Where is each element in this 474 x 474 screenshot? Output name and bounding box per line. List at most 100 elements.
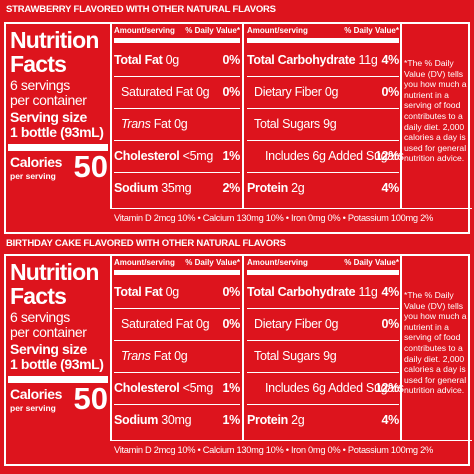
nutrient-amount: 2g bbox=[291, 181, 305, 195]
nutrient-label: Includes 6g Added Sugars bbox=[265, 381, 404, 395]
vitamins: Vitamin D 2mcg 10% • Calcium 130mg 10% •… bbox=[114, 213, 433, 223]
nutrient-italic: Trans bbox=[121, 117, 151, 131]
nutrient-row: Total Carbohydrate 11g bbox=[247, 280, 378, 305]
nutrient-label: Fat bbox=[153, 349, 171, 363]
facts-title: Facts bbox=[10, 51, 67, 77]
vitamins: Vitamin D 2mcg 10% • Calcium 130mg 10% •… bbox=[114, 445, 433, 455]
nutrient-row: Total Carbohydrate 11g bbox=[247, 48, 378, 73]
row-rule bbox=[247, 340, 399, 341]
nutrient-amount: 0g bbox=[324, 85, 339, 99]
footnote: *The % Daily Value (DV) tells you how mu… bbox=[404, 290, 467, 396]
row-rule bbox=[114, 404, 240, 405]
servings: per container bbox=[10, 324, 87, 340]
nutrient-amount: 0g bbox=[165, 53, 180, 67]
nutrient-amount: 0g bbox=[196, 317, 210, 331]
nutrient-label: Cholesterol bbox=[114, 149, 180, 163]
nutrient-label: Total Sugars bbox=[254, 117, 320, 131]
nutrient-amount: <5mg bbox=[182, 381, 214, 395]
facts-title: Facts bbox=[10, 283, 67, 309]
daily-value: 0% bbox=[222, 317, 241, 331]
header-amount: Amount/serving bbox=[114, 26, 175, 35]
nutrient-label: Saturated Fat bbox=[121, 85, 193, 99]
header-dv: % Daily Value* bbox=[185, 258, 240, 267]
daily-value: 1% bbox=[222, 381, 241, 395]
row-rule bbox=[247, 308, 399, 309]
divider bbox=[110, 440, 472, 441]
header-amount: Amount/serving bbox=[114, 258, 175, 267]
calories-sub: per serving bbox=[10, 403, 56, 413]
nutrient-row: Sodium 30mg bbox=[114, 408, 192, 433]
nutrition-box: Nutrition Facts 6 servings per container Ser… bbox=[4, 254, 472, 466]
daily-value: 1% bbox=[222, 413, 241, 427]
serving-size-label: Serving size bbox=[10, 341, 87, 357]
header-dv: % Daily Value* bbox=[344, 258, 399, 267]
calories-sub: per serving bbox=[10, 171, 56, 181]
daily-value: 4% bbox=[381, 285, 400, 299]
nutrient-amount: 35mg bbox=[161, 181, 192, 195]
calories-label: Calories bbox=[10, 386, 63, 402]
nutrient-row: Saturated Fat 0g bbox=[121, 312, 210, 337]
nutrient-amount: 2g bbox=[291, 413, 305, 427]
nutrient-label: Protein bbox=[247, 181, 288, 195]
nutrient-amount: 0g bbox=[174, 117, 188, 131]
nutrient-amount: 0g bbox=[196, 85, 210, 99]
row-rule bbox=[114, 76, 240, 77]
row-rule bbox=[247, 172, 399, 173]
nutrient-row: Total Sugars 9g bbox=[254, 112, 337, 137]
daily-value: 0% bbox=[222, 85, 241, 99]
nutrient-row: Total Fat 0g bbox=[114, 48, 179, 73]
daily-value: 4% bbox=[381, 181, 400, 195]
nutrient-label: Fat bbox=[153, 117, 171, 131]
nutrient-row: Cholesterol <5mg bbox=[114, 376, 213, 401]
nutrient-label: Dietary Fiber bbox=[254, 85, 322, 99]
nutrient-row: Cholesterol <5mg bbox=[114, 144, 213, 169]
nutrient-row: Dietary Fiber 0g bbox=[254, 80, 338, 105]
nutrient-row: Trans Fat 0g bbox=[121, 344, 188, 369]
nutrient-amount: 11g bbox=[358, 53, 378, 67]
nutrient-row: Includes 6g Added Sugars bbox=[265, 376, 404, 401]
nutrient-label: Saturated Fat bbox=[121, 317, 193, 331]
nutrient-label: Cholesterol bbox=[114, 381, 180, 395]
nutrient-label: Total Sugars bbox=[254, 349, 320, 363]
nutrient-row: Protein 2g bbox=[247, 408, 305, 433]
divider bbox=[242, 24, 244, 208]
nutrient-amount: 11g bbox=[358, 285, 378, 299]
thick-rule bbox=[247, 38, 399, 43]
row-rule bbox=[247, 140, 399, 141]
nutrient-amount: 0g bbox=[165, 285, 180, 299]
calories-label: Calories bbox=[10, 154, 63, 170]
header-dv: % Daily Value* bbox=[185, 26, 240, 35]
header-amount: Amount/serving bbox=[247, 26, 308, 35]
row-rule bbox=[247, 404, 399, 405]
serving-size: 1 bottle (93mL) bbox=[10, 356, 104, 372]
daily-value: 4% bbox=[381, 413, 400, 427]
serving-size: 1 bottle (93mL) bbox=[10, 124, 104, 140]
nutrient-label: Total Carbohydrate bbox=[247, 53, 356, 67]
nutrient-amount: 9g bbox=[323, 349, 337, 363]
daily-value: 0% bbox=[222, 285, 241, 299]
nutrient-amount: 30mg bbox=[161, 413, 192, 427]
nutrient-row: Protein 2g bbox=[247, 176, 305, 201]
serving-size-label: Serving size bbox=[10, 109, 87, 125]
thick-rule bbox=[8, 376, 108, 383]
nutrition-box: Nutrition Facts 6 servings per container Ser… bbox=[4, 22, 472, 234]
header-dv: % Daily Value* bbox=[344, 26, 399, 35]
daily-value: 1% bbox=[222, 149, 241, 163]
row-rule bbox=[247, 108, 399, 109]
nutrient-label: Total Carbohydrate bbox=[247, 285, 356, 299]
row-rule bbox=[114, 140, 240, 141]
nutrient-amount: 9g bbox=[323, 117, 337, 131]
row-rule bbox=[114, 340, 240, 341]
daily-value: 2% bbox=[222, 181, 241, 195]
divider bbox=[110, 208, 472, 209]
nutrient-row: Saturated Fat 0g bbox=[121, 80, 210, 105]
divider bbox=[110, 24, 112, 208]
flavor-heading: STRAWBERRY FLAVORED WITH OTHER NATURAL F… bbox=[6, 4, 276, 15]
row-rule bbox=[114, 308, 240, 309]
nutrient-amount: 0g bbox=[324, 317, 339, 331]
nutrient-label: Dietary Fiber bbox=[254, 317, 322, 331]
flavor-heading: BIRTHDAY CAKE FLAVORED WITH OTHER NATURA… bbox=[6, 238, 286, 249]
row-rule bbox=[114, 372, 240, 373]
divider bbox=[110, 256, 112, 440]
divider bbox=[242, 256, 244, 440]
